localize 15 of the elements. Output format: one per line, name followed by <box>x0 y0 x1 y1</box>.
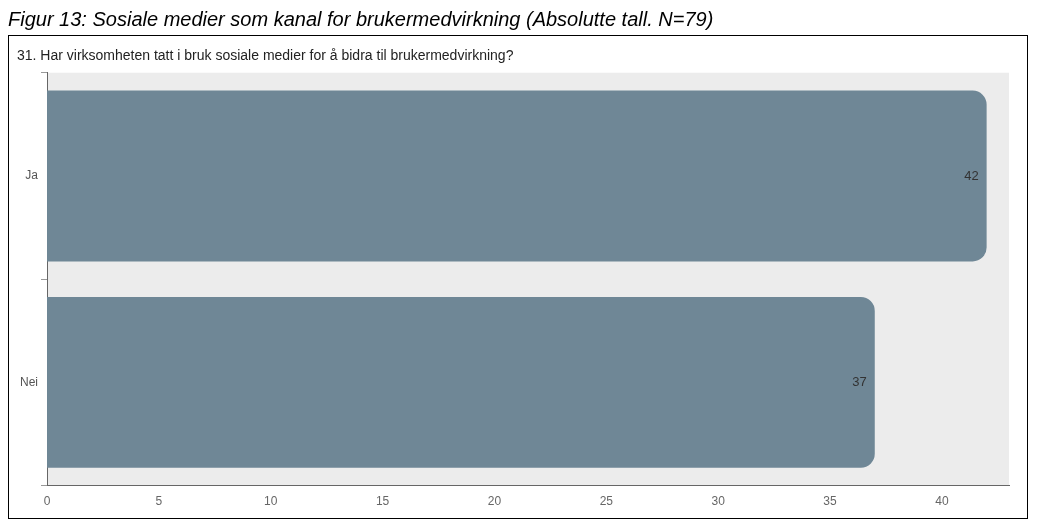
x-tick-label: 35 <box>823 494 838 509</box>
x-tick-label: 15 <box>375 494 390 509</box>
chart-title: Figur 13: Sosiale medier som kanal for brukermedvirkning (Absolutte tall. N=79) <box>8 8 715 31</box>
y-tick-label: Nei <box>19 374 39 389</box>
data-label: 42 <box>964 167 979 183</box>
x-tick-label: 30 <box>711 494 726 509</box>
x-tick-label: 25 <box>599 494 614 509</box>
x-tick-label: 0 <box>43 494 51 509</box>
chart-subtitle: 31. Har virksomheten tatt i bruk sosiale medier for å bidra til brukermedvirkning? <box>17 47 514 64</box>
x-tick-label: 40 <box>935 494 949 509</box>
y-tick-label: Ja <box>25 168 39 183</box>
x-tick-label: 5 <box>155 494 163 509</box>
x-tick-label: 20 <box>487 494 502 509</box>
x-tick-label: 10 <box>264 494 278 509</box>
data-label: 37 <box>852 373 867 389</box>
